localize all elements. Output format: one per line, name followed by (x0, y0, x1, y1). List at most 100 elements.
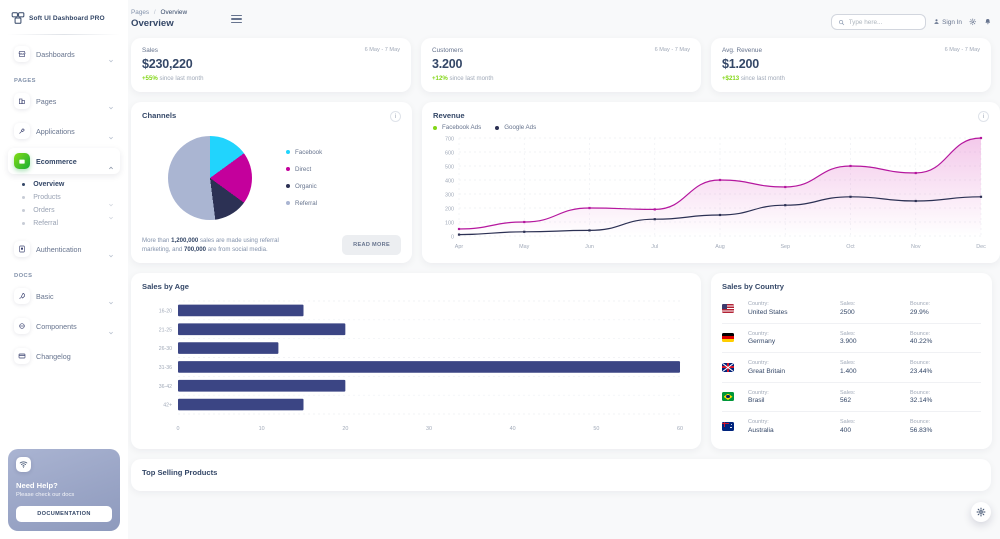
svg-text:50: 50 (593, 426, 599, 432)
top-selling-products-card: Top Selling Products (131, 459, 991, 491)
tools-icon (14, 123, 30, 139)
sales-cell: Sales: 562 (840, 390, 910, 405)
country-header: Country: (748, 301, 769, 307)
need-help-subtitle: Please check our docs (16, 491, 75, 498)
stat-delta-suffix: since last month (739, 75, 785, 82)
sales-value: 1.400 (840, 367, 857, 375)
bot-row: Sales by Age 0 10 20 30 40 50 60 16-20 21-25 26-3… (131, 273, 992, 449)
sales-cell: Sales: 3.900 (840, 331, 910, 346)
svg-text:200: 200 (445, 206, 454, 212)
settings-fab-button[interactable] (971, 502, 991, 522)
gear-icon[interactable] (969, 18, 977, 26)
bullet-icon (22, 195, 26, 200)
sidebar-subitem-referral[interactable]: Referral (8, 217, 120, 230)
top-selling-products-title: Top Selling Products (142, 468, 218, 477)
basket-icon (14, 153, 30, 169)
chevron-down-icon (108, 246, 114, 258)
stat-label: Customers (432, 47, 463, 54)
svg-text:60: 60 (677, 426, 683, 432)
sidebar-item-pages[interactable]: Pages (8, 88, 120, 114)
svg-text:Aug: Aug (715, 244, 725, 250)
sidebar-subitem-overview[interactable]: Overview (8, 178, 120, 191)
note-mid: sales are made using referral marketing,… (142, 236, 279, 254)
info-icon[interactable]: i (390, 111, 401, 122)
gear-icon (976, 507, 986, 517)
stat-delta-suffix: since last month (157, 75, 204, 82)
sidebar-item-label: Authentication (36, 244, 82, 254)
brand[interactable]: Soft UI Dashboard PRO (0, 0, 128, 34)
bell-icon[interactable] (984, 18, 992, 26)
svg-text:Sep: Sep (780, 244, 790, 250)
stat-card-avg-revenue: Avg. Revenue 6 May - 7 May $1.200 +$213 … (711, 38, 991, 92)
country-header: Country: (748, 419, 769, 425)
stat-delta-value: +55% (142, 75, 158, 82)
info-icon[interactable]: i (978, 111, 989, 122)
sidebar-item-basic[interactable]: Basic (8, 283, 120, 309)
bounce-value: 40.22% (910, 338, 933, 345)
legend-dot-organic (286, 184, 290, 188)
topbar-right: Sign In (830, 9, 992, 30)
flag-us-icon (722, 303, 734, 313)
sidebar-item-authentication[interactable]: Authentication (8, 236, 120, 262)
svg-text:0: 0 (177, 426, 180, 432)
sidebar-subitem-products[interactable]: Products (8, 191, 120, 206)
search-box[interactable] (830, 14, 926, 30)
chevron-down-icon (108, 293, 114, 305)
stat-delta: +12% since last month (432, 75, 690, 82)
bounce-header: Bounce: (910, 360, 931, 366)
channels-title: Channels (142, 111, 177, 120)
breadcrumb-wrap: Pages / Overview Overview (131, 9, 243, 29)
channels-pie-area: Facebook Direct Organic Referral (142, 120, 401, 231)
breadcrumb-parent[interactable]: Pages (131, 9, 150, 16)
bounce-cell: Bounce: 23.44% (910, 360, 972, 375)
page-title: Overview (131, 18, 174, 29)
sales-header: Sales: (840, 301, 856, 307)
sign-in-button[interactable]: Sign In (933, 18, 962, 27)
country-header: Country: (748, 389, 769, 396)
documentation-button[interactable]: DOCUMENTATION (16, 506, 112, 522)
stat-delta-suffix: since last month (447, 75, 494, 82)
sidebar-item-dashboards[interactable]: Dashboards (8, 41, 120, 67)
legend-dot-direct (286, 167, 290, 171)
stat-card-customers: Customers 6 May - 7 May 3.200 +12% since… (421, 38, 701, 92)
sidebar-item-ecommerce[interactable]: Ecommerce (8, 148, 120, 174)
stat-label: Avg. Revenue (722, 47, 763, 54)
svg-text:Apr: Apr (455, 244, 464, 250)
legend-item: Facebook (286, 149, 322, 156)
country-name: Great Britain (748, 367, 786, 375)
legend-dot-google-ads (495, 125, 500, 130)
read-more-button[interactable]: READ MORE (342, 235, 401, 255)
legend-item: Facebook Ads (433, 124, 481, 131)
hamburger-icon[interactable] (231, 15, 243, 25)
svg-text:30: 30 (426, 426, 432, 432)
bounce-cell: Bounce: 40.22% (910, 331, 972, 346)
sales-value: 2500 (840, 308, 855, 316)
bounce-cell: Bounce: 56.83% (910, 419, 972, 434)
svg-text:26-30: 26-30 (159, 346, 172, 352)
main-content: Pages / Overview Overview (128, 0, 1000, 539)
sidebar-item-components[interactable]: Components (8, 313, 120, 339)
document-icon (14, 241, 30, 257)
country-header: Country: (748, 330, 769, 337)
soft-ui-logo-icon (11, 11, 25, 25)
sidebar-item-label: Applications (36, 126, 75, 136)
search-input[interactable] (848, 18, 919, 26)
chevron-up-icon (108, 158, 114, 170)
flag-gb-icon (722, 362, 734, 372)
wifi-icon (16, 457, 31, 473)
stat-value: $230,220 (142, 57, 193, 71)
legend-label: Facebook (295, 148, 323, 156)
sidebar-item-applications[interactable]: Applications (8, 118, 120, 144)
note-bold-2: 700,000 (184, 246, 207, 254)
country-row: Country: United States Sales: 2500 Bounce: 29… (722, 294, 981, 324)
stat-date-range: 6 May - 7 May (654, 47, 690, 53)
sales-by-age-chart: 0 10 20 30 40 50 60 16-20 21-25 26-30 31-36 36-42 42… (142, 291, 690, 441)
sidebar-subitem-orders[interactable]: Orders (8, 204, 120, 219)
bounce-cell: Bounce: 32.14% (910, 390, 972, 405)
bullet-icon (22, 208, 26, 213)
sidebar-item-changelog[interactable]: Changelog (8, 343, 120, 369)
stat-card-sales: Sales 6 May - 7 May $230,220 +55% since … (131, 38, 411, 92)
bounce-value: 56.83% (910, 426, 933, 434)
svg-text:36-42: 36-42 (159, 384, 172, 390)
legend-item: Referral (286, 200, 322, 207)
